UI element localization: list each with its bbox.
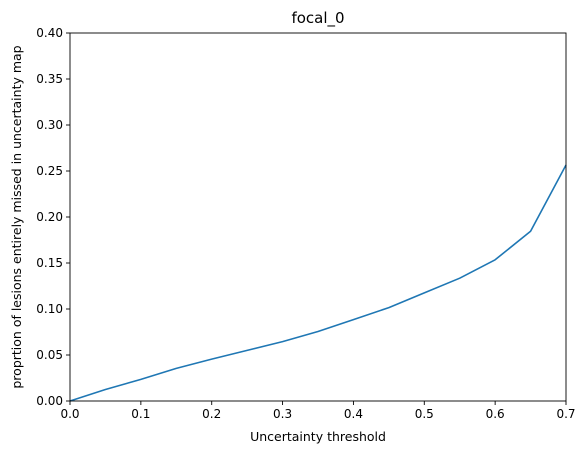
y-axis-label: proprtion of lesions entirely missed in … [9,45,24,388]
x-tick-label: 0.3 [273,407,292,421]
y-tick-label: 0.15 [36,256,63,270]
x-tick-label: 0.1 [131,407,150,421]
y-tick-label: 0.40 [36,26,63,40]
x-axis-label: Uncertainty threshold [250,429,386,444]
x-tick-label: 0.7 [556,407,575,421]
y-tick-label: 0.20 [36,210,63,224]
chart-title: focal_0 [291,9,344,28]
x-tick-label: 0.6 [486,407,505,421]
x-tick-label: 0.4 [344,407,363,421]
y-tick-label: 0.25 [36,164,63,178]
y-tick-label: 0.05 [36,348,63,362]
x-tick-label: 0.0 [60,407,79,421]
y-tick-label: 0.00 [36,394,63,408]
y-tick-label: 0.30 [36,118,63,132]
x-tick-label: 0.2 [202,407,221,421]
y-tick-label: 0.35 [36,72,63,86]
y-tick-label: 0.10 [36,302,63,316]
x-tick-label: 0.5 [415,407,434,421]
